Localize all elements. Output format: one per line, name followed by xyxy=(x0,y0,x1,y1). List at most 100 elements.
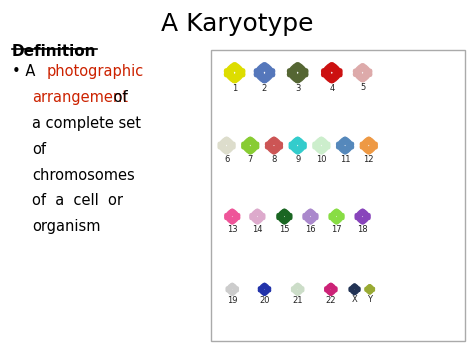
Text: photographic: photographic xyxy=(46,64,144,79)
Ellipse shape xyxy=(303,209,312,219)
Ellipse shape xyxy=(335,214,344,224)
Ellipse shape xyxy=(289,142,300,154)
Ellipse shape xyxy=(360,142,371,154)
Ellipse shape xyxy=(361,214,370,224)
Ellipse shape xyxy=(288,69,300,83)
Ellipse shape xyxy=(295,69,308,83)
Ellipse shape xyxy=(231,287,238,295)
Text: 3: 3 xyxy=(295,84,301,93)
Ellipse shape xyxy=(329,63,342,77)
Ellipse shape xyxy=(337,142,347,154)
Ellipse shape xyxy=(231,214,240,224)
Ellipse shape xyxy=(329,69,342,83)
Ellipse shape xyxy=(365,288,371,294)
Text: 7: 7 xyxy=(247,155,253,164)
Ellipse shape xyxy=(322,69,334,83)
Text: 19: 19 xyxy=(227,296,237,305)
Ellipse shape xyxy=(262,63,274,77)
Text: 16: 16 xyxy=(305,225,316,234)
Ellipse shape xyxy=(265,137,276,149)
Text: A Karyotype: A Karyotype xyxy=(161,12,313,37)
Text: arrangement: arrangement xyxy=(32,90,128,105)
Ellipse shape xyxy=(313,137,323,149)
Ellipse shape xyxy=(319,142,330,154)
Ellipse shape xyxy=(225,142,235,154)
Ellipse shape xyxy=(361,209,370,219)
Ellipse shape xyxy=(360,137,371,149)
Text: a complete set: a complete set xyxy=(32,116,141,131)
Ellipse shape xyxy=(218,142,228,154)
Ellipse shape xyxy=(329,283,337,292)
Text: 12: 12 xyxy=(364,155,374,164)
Text: chromosomes: chromosomes xyxy=(32,168,135,182)
Ellipse shape xyxy=(354,64,365,76)
Text: 4: 4 xyxy=(329,84,335,93)
Ellipse shape xyxy=(296,142,306,154)
Ellipse shape xyxy=(225,69,237,83)
Ellipse shape xyxy=(295,63,308,77)
Ellipse shape xyxy=(322,63,334,77)
Ellipse shape xyxy=(303,214,312,224)
Ellipse shape xyxy=(225,214,234,224)
Text: • A: • A xyxy=(12,64,45,79)
Ellipse shape xyxy=(258,287,266,295)
Ellipse shape xyxy=(256,214,265,224)
Ellipse shape xyxy=(272,142,283,154)
Ellipse shape xyxy=(277,214,286,224)
Ellipse shape xyxy=(248,142,259,154)
Ellipse shape xyxy=(231,209,240,219)
Text: 5: 5 xyxy=(360,83,365,92)
Text: of: of xyxy=(109,90,128,105)
Ellipse shape xyxy=(329,214,338,224)
Ellipse shape xyxy=(250,209,259,219)
Text: 22: 22 xyxy=(326,296,336,305)
Text: Definition: Definition xyxy=(12,44,96,59)
Text: 15: 15 xyxy=(279,225,290,234)
Text: of  a  cell  or: of a cell or xyxy=(32,193,123,208)
Ellipse shape xyxy=(272,137,283,149)
Ellipse shape xyxy=(283,214,292,224)
Ellipse shape xyxy=(296,283,304,292)
Text: organism: organism xyxy=(32,219,101,234)
Ellipse shape xyxy=(354,284,360,291)
Text: 14: 14 xyxy=(252,225,263,234)
FancyBboxPatch shape xyxy=(211,50,465,341)
Ellipse shape xyxy=(262,69,274,83)
Ellipse shape xyxy=(329,209,338,219)
Ellipse shape xyxy=(337,137,347,149)
Ellipse shape xyxy=(354,69,365,82)
Ellipse shape xyxy=(225,209,234,219)
Ellipse shape xyxy=(367,137,377,149)
Ellipse shape xyxy=(329,287,337,295)
Ellipse shape xyxy=(369,288,374,294)
Ellipse shape xyxy=(355,214,364,224)
Ellipse shape xyxy=(265,142,276,154)
Ellipse shape xyxy=(361,64,372,76)
Ellipse shape xyxy=(256,209,265,219)
Text: 8: 8 xyxy=(271,155,277,164)
Ellipse shape xyxy=(242,137,252,149)
Ellipse shape xyxy=(258,283,266,292)
Ellipse shape xyxy=(325,287,332,295)
Text: 11: 11 xyxy=(340,155,350,164)
Ellipse shape xyxy=(365,285,371,291)
Ellipse shape xyxy=(355,209,364,219)
Text: 20: 20 xyxy=(259,296,270,305)
Ellipse shape xyxy=(288,63,300,77)
Ellipse shape xyxy=(313,142,323,154)
Ellipse shape xyxy=(250,214,259,224)
Ellipse shape xyxy=(225,137,235,149)
Text: 6: 6 xyxy=(224,155,229,164)
Ellipse shape xyxy=(354,287,360,295)
Ellipse shape xyxy=(255,69,267,83)
Ellipse shape xyxy=(289,137,300,149)
Ellipse shape xyxy=(232,63,245,77)
Text: 18: 18 xyxy=(357,225,368,234)
Text: 10: 10 xyxy=(316,155,327,164)
Ellipse shape xyxy=(369,285,374,291)
Ellipse shape xyxy=(283,209,292,219)
Text: 1: 1 xyxy=(232,84,237,93)
Ellipse shape xyxy=(335,209,344,219)
Text: of: of xyxy=(32,142,46,157)
Text: Y: Y xyxy=(367,295,372,304)
